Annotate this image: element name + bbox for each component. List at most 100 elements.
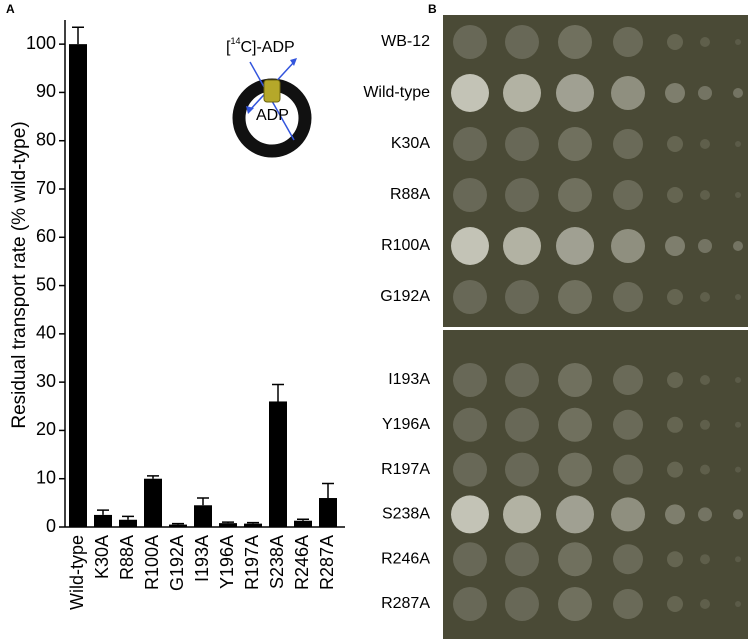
yeast-spot <box>735 39 741 45</box>
yeast-spot <box>556 495 594 534</box>
strain-label: R246A <box>381 550 430 567</box>
error-bar <box>197 497 209 506</box>
yeast-spot <box>667 551 683 568</box>
yeast-spot <box>558 25 592 59</box>
yeast-spot <box>698 86 712 100</box>
yeast-spot <box>613 365 643 395</box>
yeast-spot <box>735 192 741 198</box>
y-tick-label: 80 <box>36 129 56 149</box>
strain-label: R197A <box>381 461 430 478</box>
strain-label: R100A <box>381 237 430 254</box>
yeast-spot <box>505 280 539 314</box>
error-bar <box>72 26 84 45</box>
yeast-spot <box>667 187 683 203</box>
yeast-spot <box>733 241 743 251</box>
yeast-spot <box>700 464 710 475</box>
yeast-spot <box>453 587 487 621</box>
yeast-spot <box>698 239 712 253</box>
yeast-spot <box>505 587 539 621</box>
yeast-spot <box>453 542 487 577</box>
yeast-spot <box>665 236 685 256</box>
bar <box>269 401 287 527</box>
yeast-spot <box>700 419 710 430</box>
yeast-spot <box>735 556 741 563</box>
yeast-spot <box>613 180 643 210</box>
panel-label: A <box>6 2 15 16</box>
y-tick-label: 90 <box>36 81 56 101</box>
yeast-spot <box>733 509 743 520</box>
error-bar <box>297 518 309 521</box>
yeast-spot <box>453 127 487 161</box>
yeast-spot <box>735 466 741 473</box>
yeast-spot <box>505 127 539 161</box>
yeast-spot <box>611 497 645 532</box>
strain-label: G192A <box>380 288 430 305</box>
y-tick-label: 30 <box>36 371 56 391</box>
yeast-spot <box>611 229 645 263</box>
plate <box>443 330 748 639</box>
yeast-spot <box>700 599 710 609</box>
x-tick-label: K30A <box>92 535 112 579</box>
y-tick-label: 0 <box>46 516 56 536</box>
yeast-spot <box>667 416 683 433</box>
yeast-spot <box>505 542 539 577</box>
x-tick-label: G192A <box>167 535 187 591</box>
yeast-spot <box>453 407 487 442</box>
strain-label: I193A <box>388 371 430 388</box>
yeast-spot <box>453 363 487 397</box>
y-tick-label: 60 <box>36 226 56 246</box>
bar <box>119 519 137 527</box>
yeast-spot <box>735 294 741 300</box>
arrow-head <box>246 106 254 114</box>
x-tick-label: I193A <box>192 535 212 582</box>
yeast-spot <box>505 178 539 212</box>
yeast-spot <box>451 227 489 265</box>
error-bar <box>247 521 259 524</box>
error-bar <box>272 383 284 402</box>
yeast-spot <box>698 507 712 522</box>
bar <box>194 505 212 527</box>
panel-label: B <box>428 2 437 16</box>
yeast-spot <box>558 363 592 397</box>
inset: [14C]-ADP ADP <box>226 36 312 158</box>
yeast-spot <box>558 280 592 314</box>
x-tick-label: Y196A <box>217 535 237 589</box>
strain-label: R88A <box>390 186 430 203</box>
yeast-spot <box>700 554 710 565</box>
yeast-spot <box>667 461 683 478</box>
yeast-spot <box>503 74 541 112</box>
yeast-spot <box>700 292 710 302</box>
y-tick-label: 10 <box>36 467 56 487</box>
error-bar <box>322 482 334 499</box>
x-tick-label: S238A <box>267 535 287 589</box>
yeast-spot <box>667 34 683 50</box>
yeast-spot <box>505 407 539 442</box>
yeast-spot <box>735 141 741 147</box>
strain-label: S238A <box>382 506 430 523</box>
yeast-spot <box>613 129 643 159</box>
plate <box>443 15 748 327</box>
yeast-spot <box>558 178 592 212</box>
bar <box>69 44 87 528</box>
x-tick-label: R197A <box>242 535 262 590</box>
yeast-spot <box>451 495 489 534</box>
yeast-spot <box>735 377 741 383</box>
yeast-spot <box>667 289 683 305</box>
bar <box>169 524 187 527</box>
y-tick-label: 50 <box>36 274 56 294</box>
bar <box>244 523 262 527</box>
yeast-spot <box>453 25 487 59</box>
error-bar <box>97 509 109 515</box>
yeast-spot <box>611 76 645 110</box>
bar <box>219 523 237 527</box>
yeast-spot <box>700 375 710 385</box>
strain-label: K30A <box>391 135 430 152</box>
yeast-spot <box>451 74 489 112</box>
yeast-spot <box>613 27 643 57</box>
x-tick-label: Wild-type <box>67 535 87 610</box>
x-tick-label: R246A <box>292 535 312 590</box>
bar <box>294 520 312 527</box>
yeast-spot <box>556 227 594 265</box>
error-bar <box>222 521 234 524</box>
yeast-spot <box>558 452 592 487</box>
